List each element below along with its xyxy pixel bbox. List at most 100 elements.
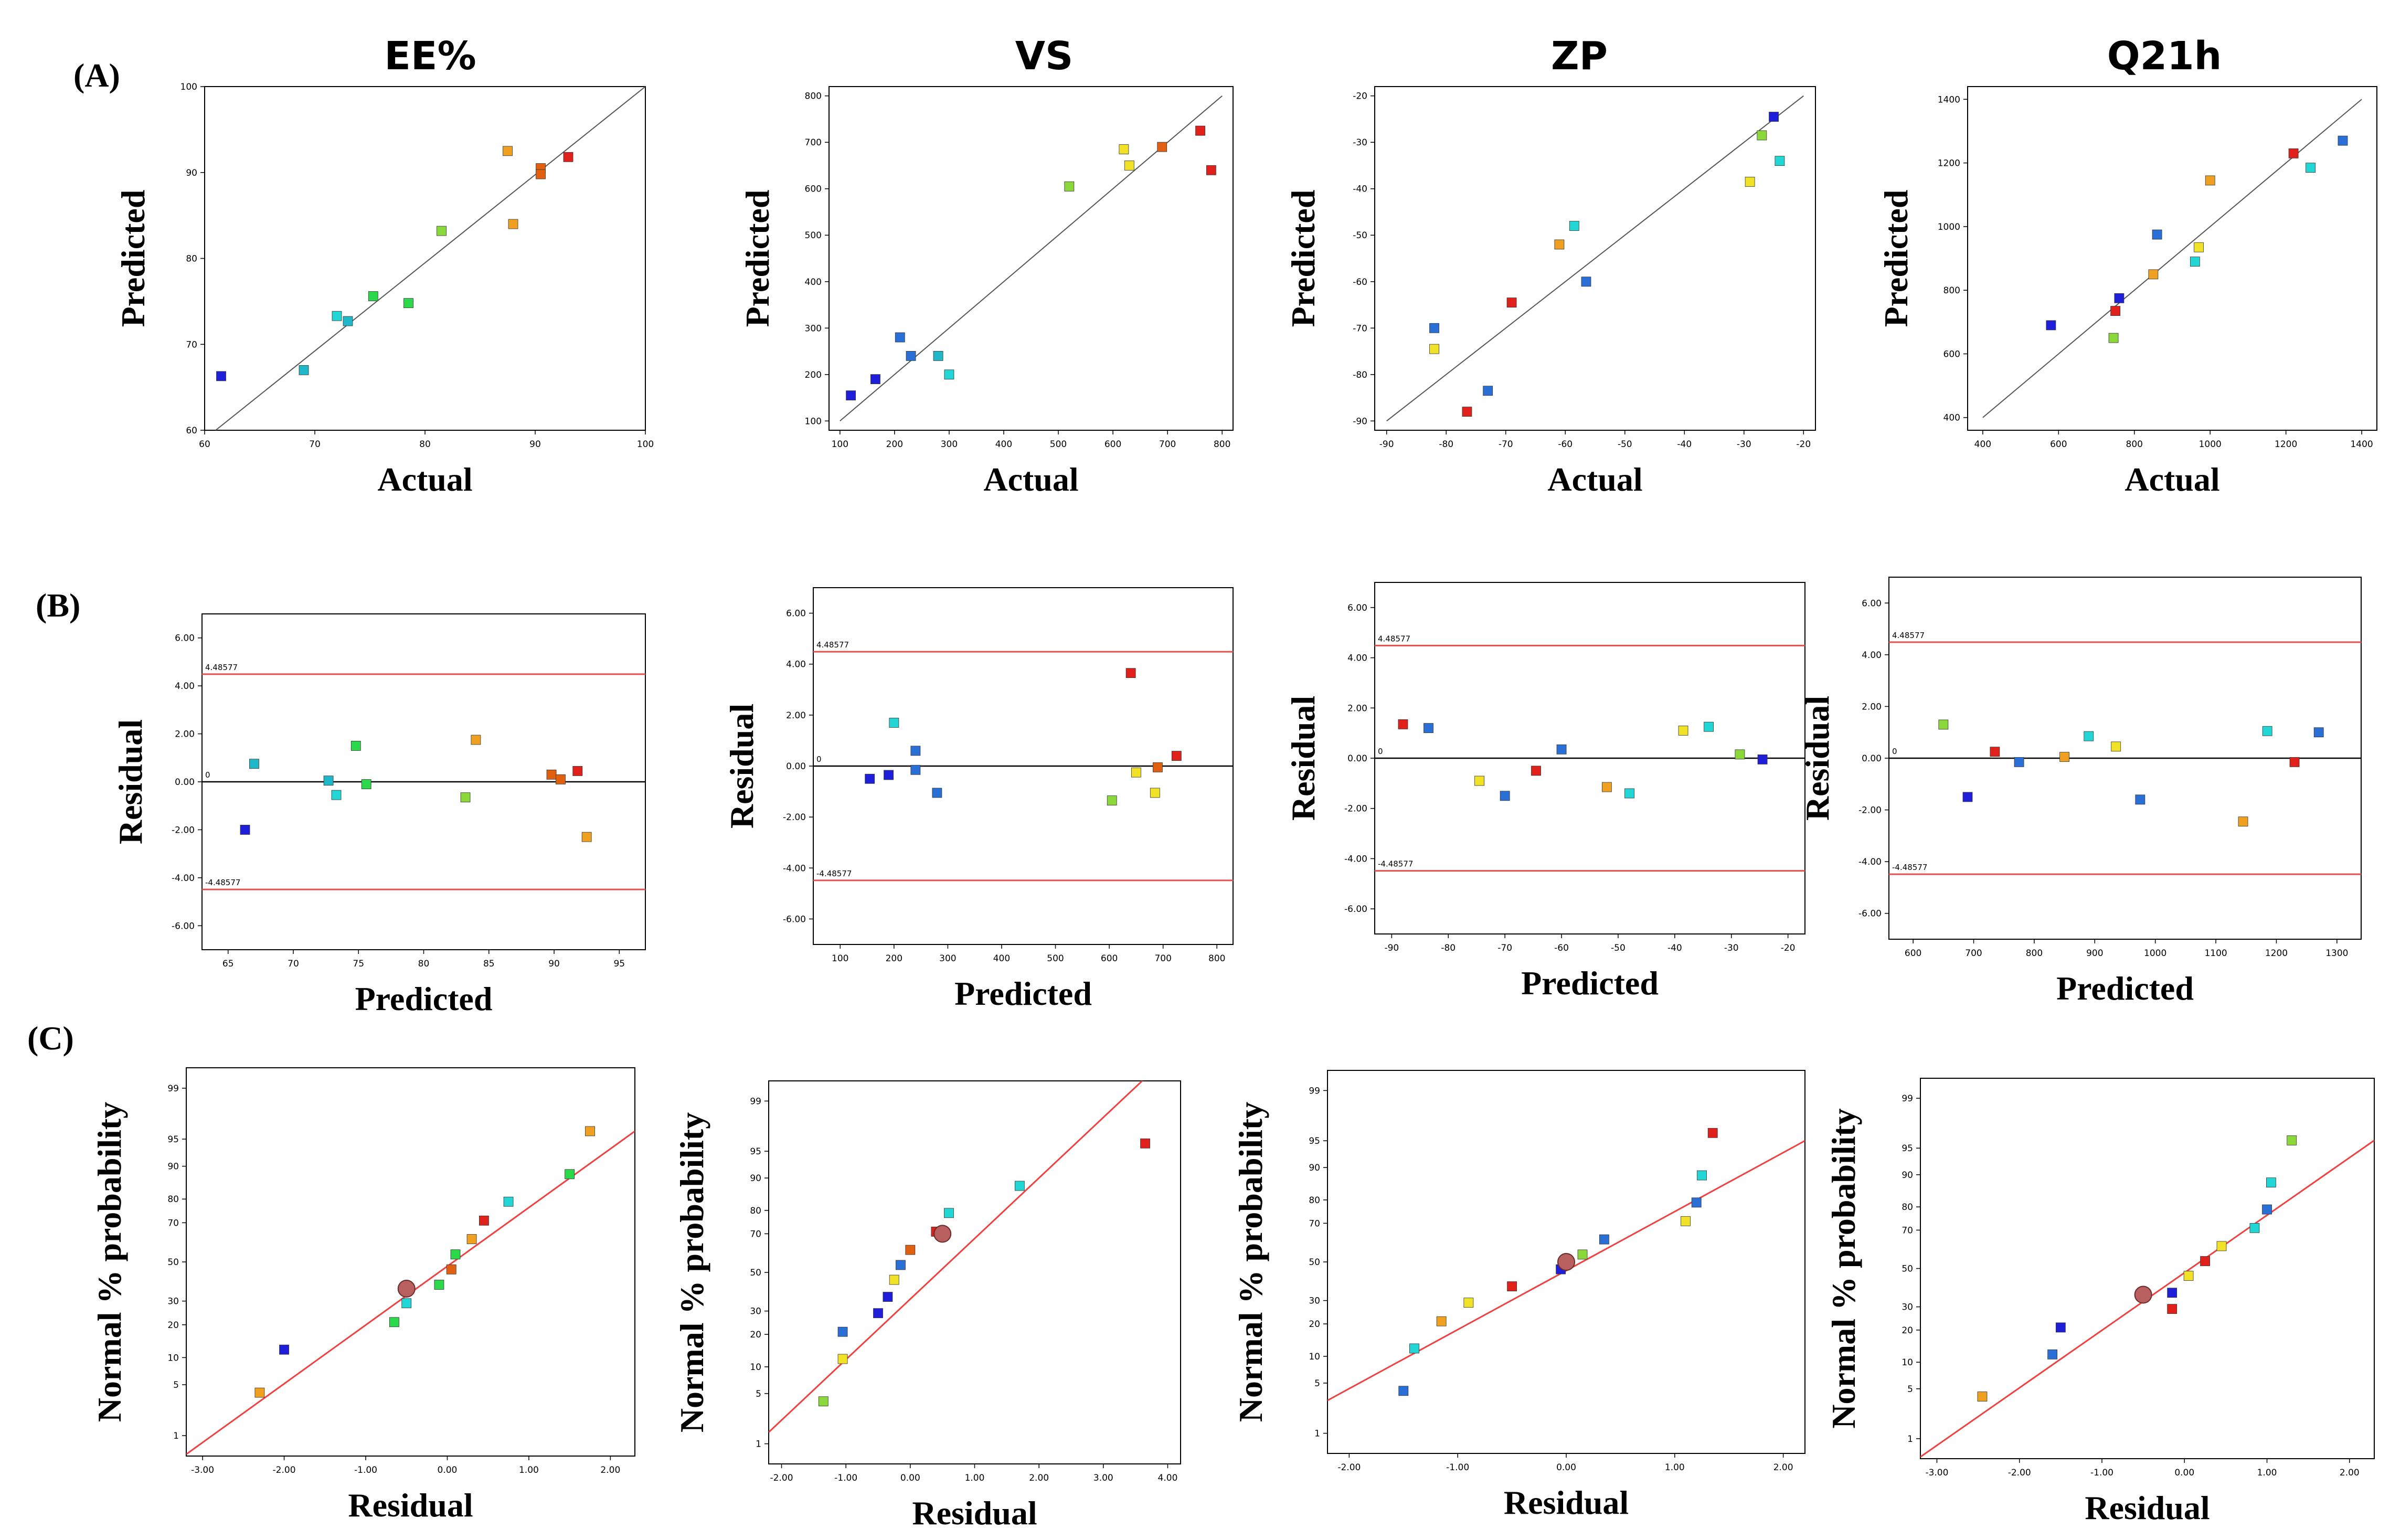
x-tick-label: 1000 — [2199, 439, 2222, 450]
lower-limit-label: -4.48577 — [205, 878, 240, 887]
y-tick-label: 400 — [1943, 413, 1960, 423]
x-tick-label: -80 — [1441, 943, 1456, 953]
data-point — [1140, 1138, 1150, 1149]
y-tick-label: 5 — [756, 1389, 761, 1399]
data-point — [1990, 747, 2000, 757]
data-point — [556, 774, 566, 784]
data-point — [1624, 788, 1634, 799]
data-point — [1506, 298, 1517, 307]
x-tick-label: 1.00 — [2257, 1468, 2277, 1478]
x-tick-label: 75 — [353, 959, 364, 969]
y-tick-label: 100 — [805, 416, 822, 427]
x-axis-title: Residual — [348, 1486, 473, 1524]
data-point — [2288, 148, 2299, 158]
y-tick-label: -2.00 — [1344, 804, 1367, 814]
x-tick-label: -2.00 — [1337, 1462, 1361, 1473]
x-tick-label: 600 — [1104, 439, 1121, 450]
data-point — [1678, 725, 1688, 736]
x-tick-label: 80 — [418, 959, 430, 969]
x-tick-label: 700 — [1965, 948, 1982, 959]
data-point — [434, 1280, 444, 1290]
chart-a4: Q21h 400 600 800 1000 1200 1400 400 600 800 1000 12… — [1877, 34, 2377, 498]
y-tick-label: 95 — [750, 1146, 761, 1157]
x-tick-label: 400 — [1974, 439, 1991, 450]
x-tick-label: -1.00 — [354, 1465, 377, 1475]
y-tick-label: 0.00 — [1347, 753, 1367, 764]
data-point — [932, 788, 942, 798]
x-tick-label: 300 — [939, 953, 956, 964]
reference-line — [1386, 95, 1804, 422]
x-tick-label: 1200 — [2265, 948, 2288, 959]
y-tick-label: 99 — [1902, 1093, 1913, 1104]
x-tick-label: 100 — [832, 439, 848, 450]
y-tick-label: 30 — [167, 1297, 179, 1307]
x-tick-label: 800 — [1208, 953, 1225, 964]
data-point — [1153, 762, 1163, 772]
data-point — [1735, 749, 1745, 760]
x-tick-label: -1.00 — [2090, 1468, 2113, 1478]
data-point — [1697, 1170, 1707, 1181]
y-tick-label: 1200 — [1938, 158, 1960, 169]
data-point — [2313, 727, 2324, 738]
y-tick-label: -50 — [1353, 230, 1367, 241]
y-tick-label: 50 — [750, 1268, 761, 1278]
y-tick-label: 80 — [167, 1194, 179, 1205]
x-tick-label: 2.00 — [600, 1465, 620, 1475]
data-point — [1601, 782, 1612, 792]
y-tick-label: 1 — [756, 1439, 761, 1450]
data-point — [2152, 229, 2162, 240]
x-tick-label: -70 — [1497, 943, 1512, 953]
y-tick-label: -6.00 — [783, 914, 806, 925]
data-point — [460, 792, 471, 803]
data-point — [896, 1260, 906, 1270]
y-tick-label: 5 — [1314, 1378, 1320, 1389]
x-tick-label: -30 — [1724, 943, 1739, 953]
x-tick-label: -1.00 — [834, 1473, 857, 1483]
x-axis-title: Predicted — [954, 975, 1092, 1012]
data-point — [1474, 776, 1485, 786]
y-tick-label: -4.00 — [1344, 854, 1367, 864]
y-axis-title: Predicted — [1877, 190, 1915, 327]
y-axis-title: Residual — [1284, 696, 1322, 821]
y-tick-label: 70 — [1902, 1225, 1913, 1236]
data-point — [546, 769, 557, 780]
y-tick-label: 50 — [167, 1257, 179, 1268]
x-tick-label: -60 — [1558, 439, 1573, 450]
center-marker — [2134, 1286, 2152, 1304]
upper-limit-label: 4.48577 — [1892, 631, 1925, 640]
x-tick-label: 700 — [1159, 439, 1176, 450]
data-point — [279, 1344, 289, 1355]
data-point — [350, 741, 361, 751]
y-tick-label: 80 — [750, 1206, 761, 1216]
y-tick-label: 6.00 — [1862, 598, 1882, 609]
x-axis-title: Actual — [1547, 461, 1642, 498]
data-point — [2266, 1177, 2276, 1188]
x-tick-label: 800 — [1214, 439, 1230, 450]
data-point — [1681, 1216, 1691, 1226]
data-point — [254, 1387, 265, 1398]
y-tick-label: 300 — [805, 323, 822, 334]
x-tick-label: 1.00 — [965, 1473, 985, 1483]
x-tick-label: 600 — [2050, 439, 2067, 450]
data-point — [216, 371, 226, 381]
chart-title: EE% — [384, 34, 476, 79]
data-point — [837, 1354, 848, 1364]
chart-c1: -3.00 -2.00 -1.00 0.00 1.00 2.00 1 5 10 20 30 50 70 8… — [91, 1067, 635, 1524]
data-point — [1064, 181, 1075, 192]
data-point — [1577, 1249, 1588, 1260]
data-point — [1429, 323, 1439, 333]
data-point — [1429, 344, 1439, 354]
y-tick-label: 60 — [186, 426, 197, 436]
y-tick-label: 70 — [186, 339, 197, 350]
data-point — [1124, 161, 1134, 171]
data-point — [389, 1317, 399, 1327]
x-tick-label: 3.00 — [1093, 1473, 1113, 1483]
y-tick-label: 95 — [167, 1134, 179, 1145]
data-point — [2306, 163, 2316, 173]
data-point — [437, 226, 447, 236]
center-marker — [1557, 1253, 1575, 1271]
x-tick-label: -70 — [1499, 439, 1513, 450]
lower-limit-label: -4.48577 — [1378, 859, 1413, 869]
y-tick-label: 1 — [1907, 1434, 1913, 1445]
y-axis-title: Predicted — [739, 190, 776, 327]
